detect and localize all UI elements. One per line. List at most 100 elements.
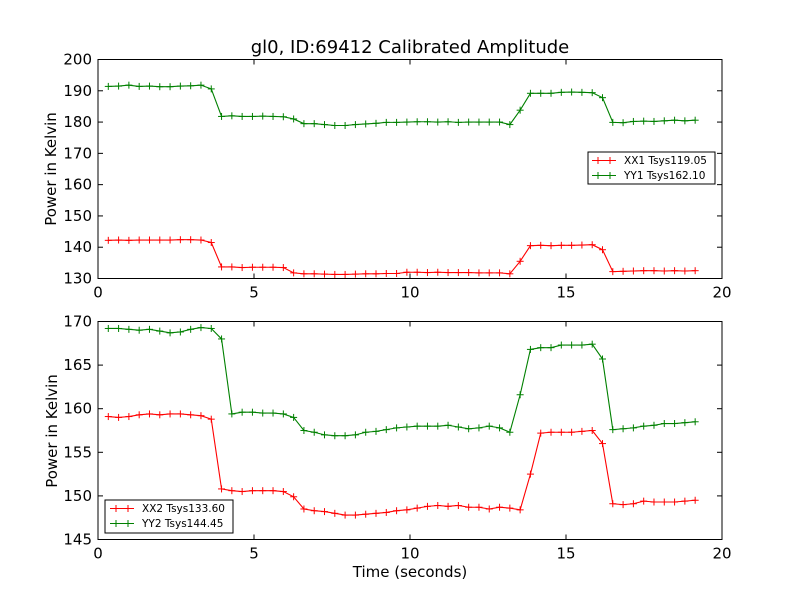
top-chart-series-1-point — [248, 263, 256, 271]
bottom-chart-series-2-point — [362, 428, 370, 436]
bottom-chart-series-2-point — [393, 424, 401, 432]
top-chart-series-2-point — [156, 83, 164, 91]
bottom-chart-series-1-point — [403, 506, 411, 514]
bottom-chart-series-2-point — [259, 409, 267, 417]
top-chart-series-2-point — [321, 121, 329, 129]
bottom-chart-series-2-point — [125, 325, 133, 333]
top-chart-series-2-point — [650, 117, 658, 125]
top-chart-series-1-point — [557, 241, 565, 249]
top-chart-series-2-point — [526, 89, 534, 97]
top-chart-series-1-point — [423, 269, 431, 277]
bottom-chart-series-2-point — [403, 423, 411, 431]
top-chart-series-1-point — [310, 270, 318, 278]
top-chart-series-2-point — [218, 112, 226, 120]
bottom-chart-series-2-point — [485, 422, 493, 430]
top-chart-series-2-point — [496, 118, 504, 126]
bottom-chart-series-2-point — [207, 324, 215, 332]
top-chart-y-tick-label: 200 — [63, 51, 92, 69]
top-chart-y-tick-label: 160 — [63, 176, 92, 194]
bottom-chart-series-1-point — [434, 501, 442, 509]
top-chart-series-2-point — [207, 85, 215, 93]
top-chart-legend-label: YY1 Tsys162.10 — [623, 170, 705, 182]
bottom-chart-series-2-point — [166, 329, 174, 337]
bottom-chart-series-2-point — [629, 424, 637, 432]
top-chart-legend-label: XX1 Tsys119.05 — [624, 155, 707, 167]
top-chart-series-2-point — [660, 117, 668, 125]
bottom-chart-x-tick-label: 10 — [400, 545, 419, 563]
bottom-chart-series-1-point — [599, 440, 607, 448]
bottom-chart-y-tick-label: 150 — [63, 487, 92, 505]
bottom-chart-series-2-point — [650, 421, 658, 429]
top-chart-series-2-point — [454, 118, 462, 126]
bottom-chart-y-tick-label: 160 — [63, 400, 92, 418]
bottom-chart-x-tick-label: 20 — [712, 545, 731, 563]
bottom-chart-series-2-point — [248, 408, 256, 416]
bottom-chart-series-1-point — [475, 503, 483, 511]
bottom-chart-series-1-point — [341, 511, 349, 519]
bottom-chart-series-2-point — [444, 421, 452, 429]
top-chart-series-2-point — [423, 118, 431, 126]
bottom-chart-series-1-point — [506, 504, 514, 512]
bottom-chart-series-2-point — [475, 424, 483, 432]
top-chart-series-2-point — [228, 112, 236, 120]
bottom-chart-series-2-point — [300, 427, 308, 434]
bottom-chart-series-1-point — [259, 487, 267, 495]
bottom-chart-series-1-point — [557, 428, 565, 436]
bottom-chart-series-2-point — [104, 324, 112, 332]
bottom-chart-series-2-point — [290, 413, 298, 421]
top-chart-series-1-point — [115, 236, 123, 244]
bottom-chart-y-axis-label: Power in Kelvin — [43, 374, 61, 488]
bottom-chart-series-1-point — [454, 501, 462, 509]
bottom-chart-series-2-point — [228, 410, 236, 418]
top-chart-series-2-point — [310, 120, 318, 128]
top-chart-series-2-point — [300, 120, 308, 128]
top-chart-series-2-point — [475, 118, 483, 126]
top-chart-series-1-point — [660, 267, 668, 275]
bottom-chart-series-1-point — [228, 487, 236, 495]
bottom-chart-series-2-point — [310, 428, 318, 436]
bottom-chart-series-2-point — [578, 341, 586, 349]
bottom-chart-legend-label: YY2 Tsys144.45 — [141, 518, 223, 530]
bottom-chart-series-1-point — [413, 504, 421, 512]
top-chart-series-1-point — [135, 236, 143, 244]
top-chart-series-1-point — [382, 269, 390, 277]
bottom-chart-series-1-point — [444, 502, 452, 510]
bottom-chart-series-1-point — [310, 507, 318, 515]
bottom-chart-series-1-point — [485, 505, 493, 513]
top-chart-series-1-point — [125, 236, 133, 244]
top-chart-legend-box — [587, 151, 716, 185]
top-chart-series-2-point — [691, 116, 699, 124]
bottom-chart-legend-entry: XX2 Tsys133.60 — [110, 503, 225, 515]
top-chart-series-1-point — [547, 242, 555, 250]
top-chart-series-2-point — [413, 118, 421, 126]
bottom-chart-series-2-point — [331, 432, 339, 440]
bottom-chart-series-2-point — [454, 423, 462, 431]
top-chart-series-1-point — [640, 267, 648, 275]
bottom-chart-series-2-point — [187, 325, 195, 333]
bottom-chart-series-2-point — [341, 432, 349, 440]
top-chart-x-tick-label: 15 — [556, 284, 575, 302]
bottom-chart-series-1-point — [238, 488, 246, 496]
top-chart-x-tick-label: 20 — [712, 284, 731, 302]
top-chart-series-2-point — [640, 117, 648, 125]
top-chart-series-2-point — [290, 115, 298, 123]
top-chart-series-2-point — [362, 120, 370, 128]
bottom-chart-series-1-point — [269, 487, 277, 495]
top-chart-series-2-point — [671, 116, 679, 124]
bottom-chart-series-1-point — [423, 502, 431, 510]
top-chart-series-2-point — [557, 88, 565, 96]
top-chart-series-1-point — [413, 268, 421, 276]
bottom-chart-series-1-point — [166, 410, 174, 418]
top-chart-series-1-point — [629, 267, 637, 275]
bottom-chart-x-tick-label: 5 — [249, 545, 259, 563]
top-chart-title: gl0, ID:69412 Calibrated Amplitude — [251, 37, 570, 58]
bottom-chart-x-axis-label: Time (seconds) — [352, 563, 468, 581]
top-chart-series-1-point — [434, 268, 442, 276]
bottom-chart-legend-label: XX2 Tsys133.60 — [142, 503, 225, 515]
bottom-chart-series-1-point — [351, 511, 359, 519]
top-chart-x-ticks: 0 5 10 15 20 — [93, 59, 732, 302]
top-chart-series-2-point — [269, 112, 277, 120]
bottom-chart-series-2-point — [279, 410, 287, 418]
top-chart-series-1-point — [588, 241, 596, 249]
bottom-chart-y-tick-label: 145 — [63, 531, 92, 549]
